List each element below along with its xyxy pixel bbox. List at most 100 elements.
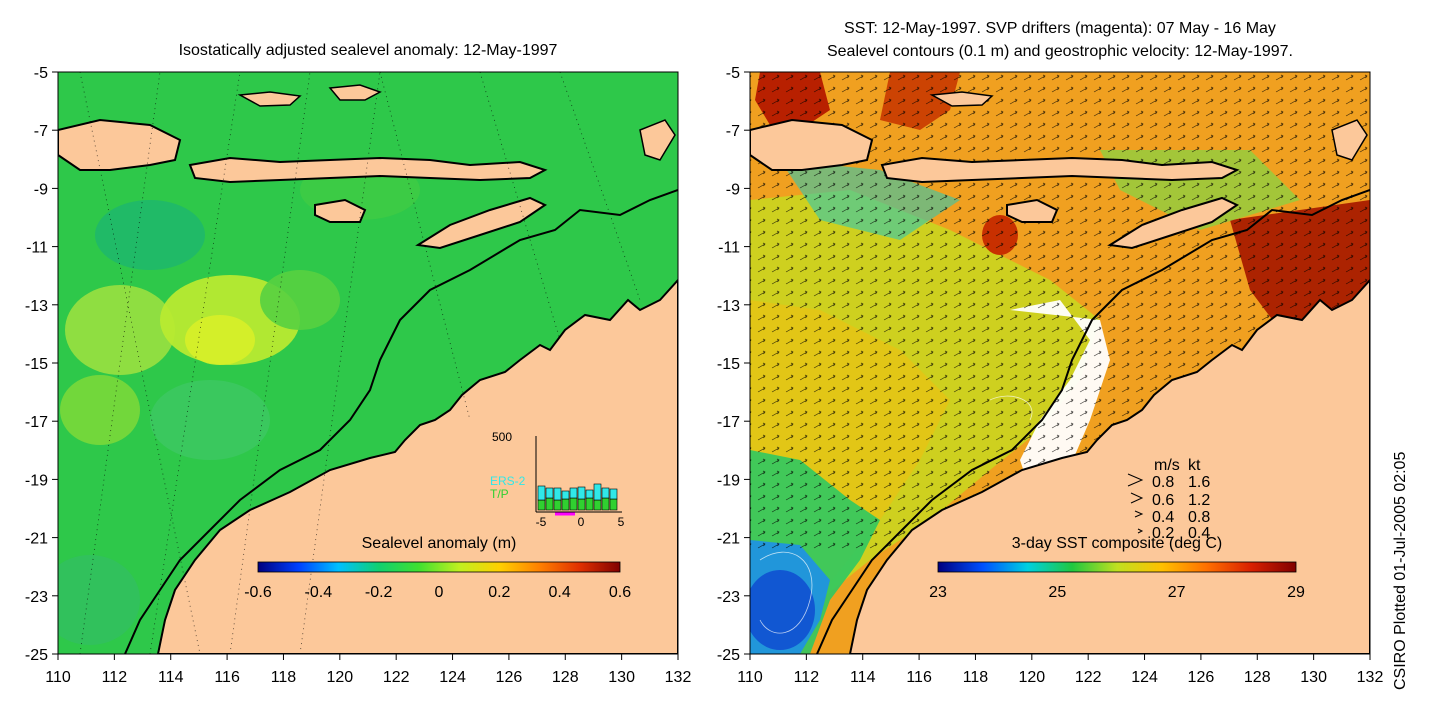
left-lon-label: 118 — [271, 669, 297, 686]
right-lat-label: -9 — [726, 181, 740, 198]
plot-timestamp: CSIRO Plotted 01-Jul-2005 02:05 — [1392, 451, 1409, 690]
right-colorbar-tick: 27 — [1168, 584, 1186, 601]
velocity-key-ms-1: 0.8 — [1152, 474, 1174, 491]
histogram-bar-ers2 — [537, 485, 546, 501]
left-colorbar: -0.6 -0.4 -0.2 0 0.2 0.4 0.6 — [244, 561, 631, 601]
right-lon-label: 112 — [794, 669, 820, 686]
right-land-sumba — [1006, 198, 1059, 223]
right-land-timor — [1107, 196, 1240, 250]
histogram-bar-ers2 — [561, 490, 570, 500]
left-lon-label: 110 — [45, 669, 71, 686]
left-colorbar-tick: -0.4 — [305, 584, 333, 601]
velocity-key-kt-2: 1.2 — [1188, 492, 1210, 509]
histogram-xtick-0: 0 — [578, 515, 585, 529]
right-lat-label: -17 — [717, 414, 740, 431]
left-lon-label: 116 — [214, 669, 240, 686]
velocity-key-ms-4: 0.2 — [1152, 525, 1174, 542]
histogram-bar-ers2 — [553, 487, 562, 501]
right-lon-label: 120 — [1018, 669, 1045, 686]
velocity-key-kt-4: 0.4 — [1188, 525, 1210, 542]
velocity-key-header-ms: m/s — [1154, 457, 1180, 474]
right-lon-label: 116 — [906, 669, 932, 686]
left-lat-label: -9 — [34, 181, 48, 198]
right-lon-axis: 110 112 114 116 118 120 122 124 126 128 130 132 — [737, 654, 1383, 686]
left-lat-label: -11 — [26, 240, 48, 257]
histogram-bar-tp — [561, 498, 570, 511]
left-colorbar-tick: -0.2 — [365, 584, 393, 601]
left-land-lesser-sunda — [188, 156, 548, 184]
right-lat-label: -21 — [717, 531, 740, 548]
left-map-title: Isostatically adjusted sealevel anomaly:… — [178, 42, 558, 59]
left-lat-label: -23 — [25, 589, 48, 606]
left-lat-label: -17 — [25, 414, 48, 431]
right-lon-label: 132 — [1357, 669, 1384, 686]
right-land-java-bali — [750, 118, 874, 171]
histogram-series-tp: T/P — [490, 487, 509, 501]
histogram-ymax-label: 500 — [492, 430, 512, 444]
left-land-australia — [156, 278, 678, 654]
velocity-key-ms-3: 0.4 — [1152, 509, 1174, 526]
histogram-bar-ers2 — [609, 488, 618, 500]
right-lon-label: 128 — [1244, 669, 1271, 686]
left-shelf-contour — [124, 189, 678, 654]
right-colorbar-tick: 29 — [1287, 584, 1305, 601]
velocity-key-arrows — [1127, 473, 1144, 534]
right-lat-label: -13 — [717, 298, 740, 315]
left-lat-label: -7 — [34, 123, 48, 140]
right-lat-label: -19 — [717, 472, 740, 489]
left-lon-label: 128 — [552, 669, 579, 686]
right-land-lesser-sunda — [880, 156, 1240, 184]
velocity-key-header-kt: kt — [1188, 457, 1201, 474]
sealevel-contours — [759, 395, 1033, 634]
left-colorbar-tick: 0.4 — [549, 584, 571, 601]
right-lat-label: -25 — [717, 647, 740, 664]
left-map — [58, 72, 678, 654]
histogram-bar-tp — [601, 497, 610, 511]
right-lat-label: -11 — [718, 240, 740, 257]
right-lon-label: 114 — [850, 669, 876, 686]
right-lon-label: 118 — [963, 669, 989, 686]
histogram-bar-tp — [569, 497, 578, 511]
histogram-bar-tp — [609, 498, 618, 511]
right-colorbar-tick: 23 — [929, 584, 947, 601]
right-map-title-line2: Sealevel contours (0.1 m) and geostrophi… — [826, 43, 1293, 60]
histogram-bar-ers2 — [593, 483, 602, 501]
left-lon-label: 126 — [496, 669, 523, 686]
histogram-bar-ers2 — [577, 486, 586, 500]
left-lat-label: -19 — [25, 472, 48, 489]
left-lat-axis: -5 -7 -9 -11 -13 -15 -17 -19 -21 -23 -25 — [25, 65, 58, 664]
right-colorbar-tick: 25 — [1048, 584, 1066, 601]
right-map-title-line1: SST: 12-May-1997. SVP drifters (magenta)… — [844, 20, 1276, 37]
right-lat-label: -15 — [717, 356, 740, 373]
histogram-bar-tp — [553, 499, 562, 511]
right-lat-label: -23 — [717, 589, 740, 606]
left-land-north-islands — [237, 84, 676, 161]
right-land-australia — [848, 278, 1370, 654]
histogram-bar-tp — [577, 498, 586, 511]
left-altimeter-tracks — [79, 72, 641, 654]
left-lon-axis: 110 112 114 116 118 120 122 124 126 128 130 132 — [45, 654, 691, 686]
velocity-key-kt-1: 1.6 — [1188, 474, 1210, 491]
velocity-key-ms-2: 0.6 — [1152, 492, 1174, 509]
right-lon-label: 110 — [737, 669, 763, 686]
left-lat-label: -15 — [25, 356, 48, 373]
right-shelf-contour — [816, 189, 1370, 654]
histogram-series-ers2: ERS-2 — [490, 474, 526, 488]
left-colorbar-label: Sealevel anomaly (m) — [362, 535, 517, 552]
left-lat-label: -5 — [34, 65, 48, 82]
right-lat-label: -7 — [726, 123, 740, 140]
left-land-java-bali — [58, 118, 182, 171]
right-map — [750, 72, 1370, 654]
left-lat-label: -21 — [25, 531, 48, 548]
histogram-bar-ers2 — [569, 487, 578, 499]
left-lat-label: -25 — [25, 647, 48, 664]
left-land-timor — [415, 196, 548, 250]
left-colorbar-tick: 0.2 — [488, 584, 510, 601]
right-lon-label: 124 — [1131, 669, 1158, 686]
right-lon-label: 126 — [1188, 669, 1215, 686]
histogram-bar-tp — [545, 497, 554, 511]
left-colorbar-tick: 0.6 — [609, 584, 631, 601]
left-land-sumba — [314, 198, 367, 223]
left-lon-label: 112 — [102, 669, 128, 686]
